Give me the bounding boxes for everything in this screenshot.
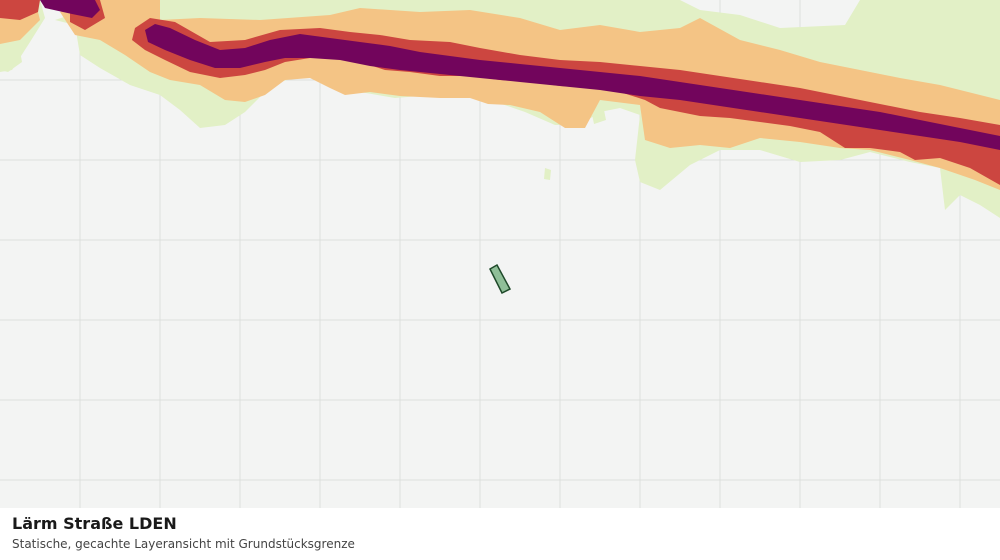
layer-subtitle: Statische, gecachte Layeransicht mit Gru… [12,537,355,551]
parcel-boundary[interactable] [489,263,512,295]
layer-caption: Lärm Straße LDEN Statische, gecachte Lay… [0,508,1000,560]
map-view[interactable] [0,0,1000,508]
map-canvas[interactable] [0,0,1000,508]
parcel-polygon[interactable] [489,263,512,295]
noise-band-very-high [40,0,1000,150]
layer-title: Lärm Straße LDEN [12,514,177,533]
